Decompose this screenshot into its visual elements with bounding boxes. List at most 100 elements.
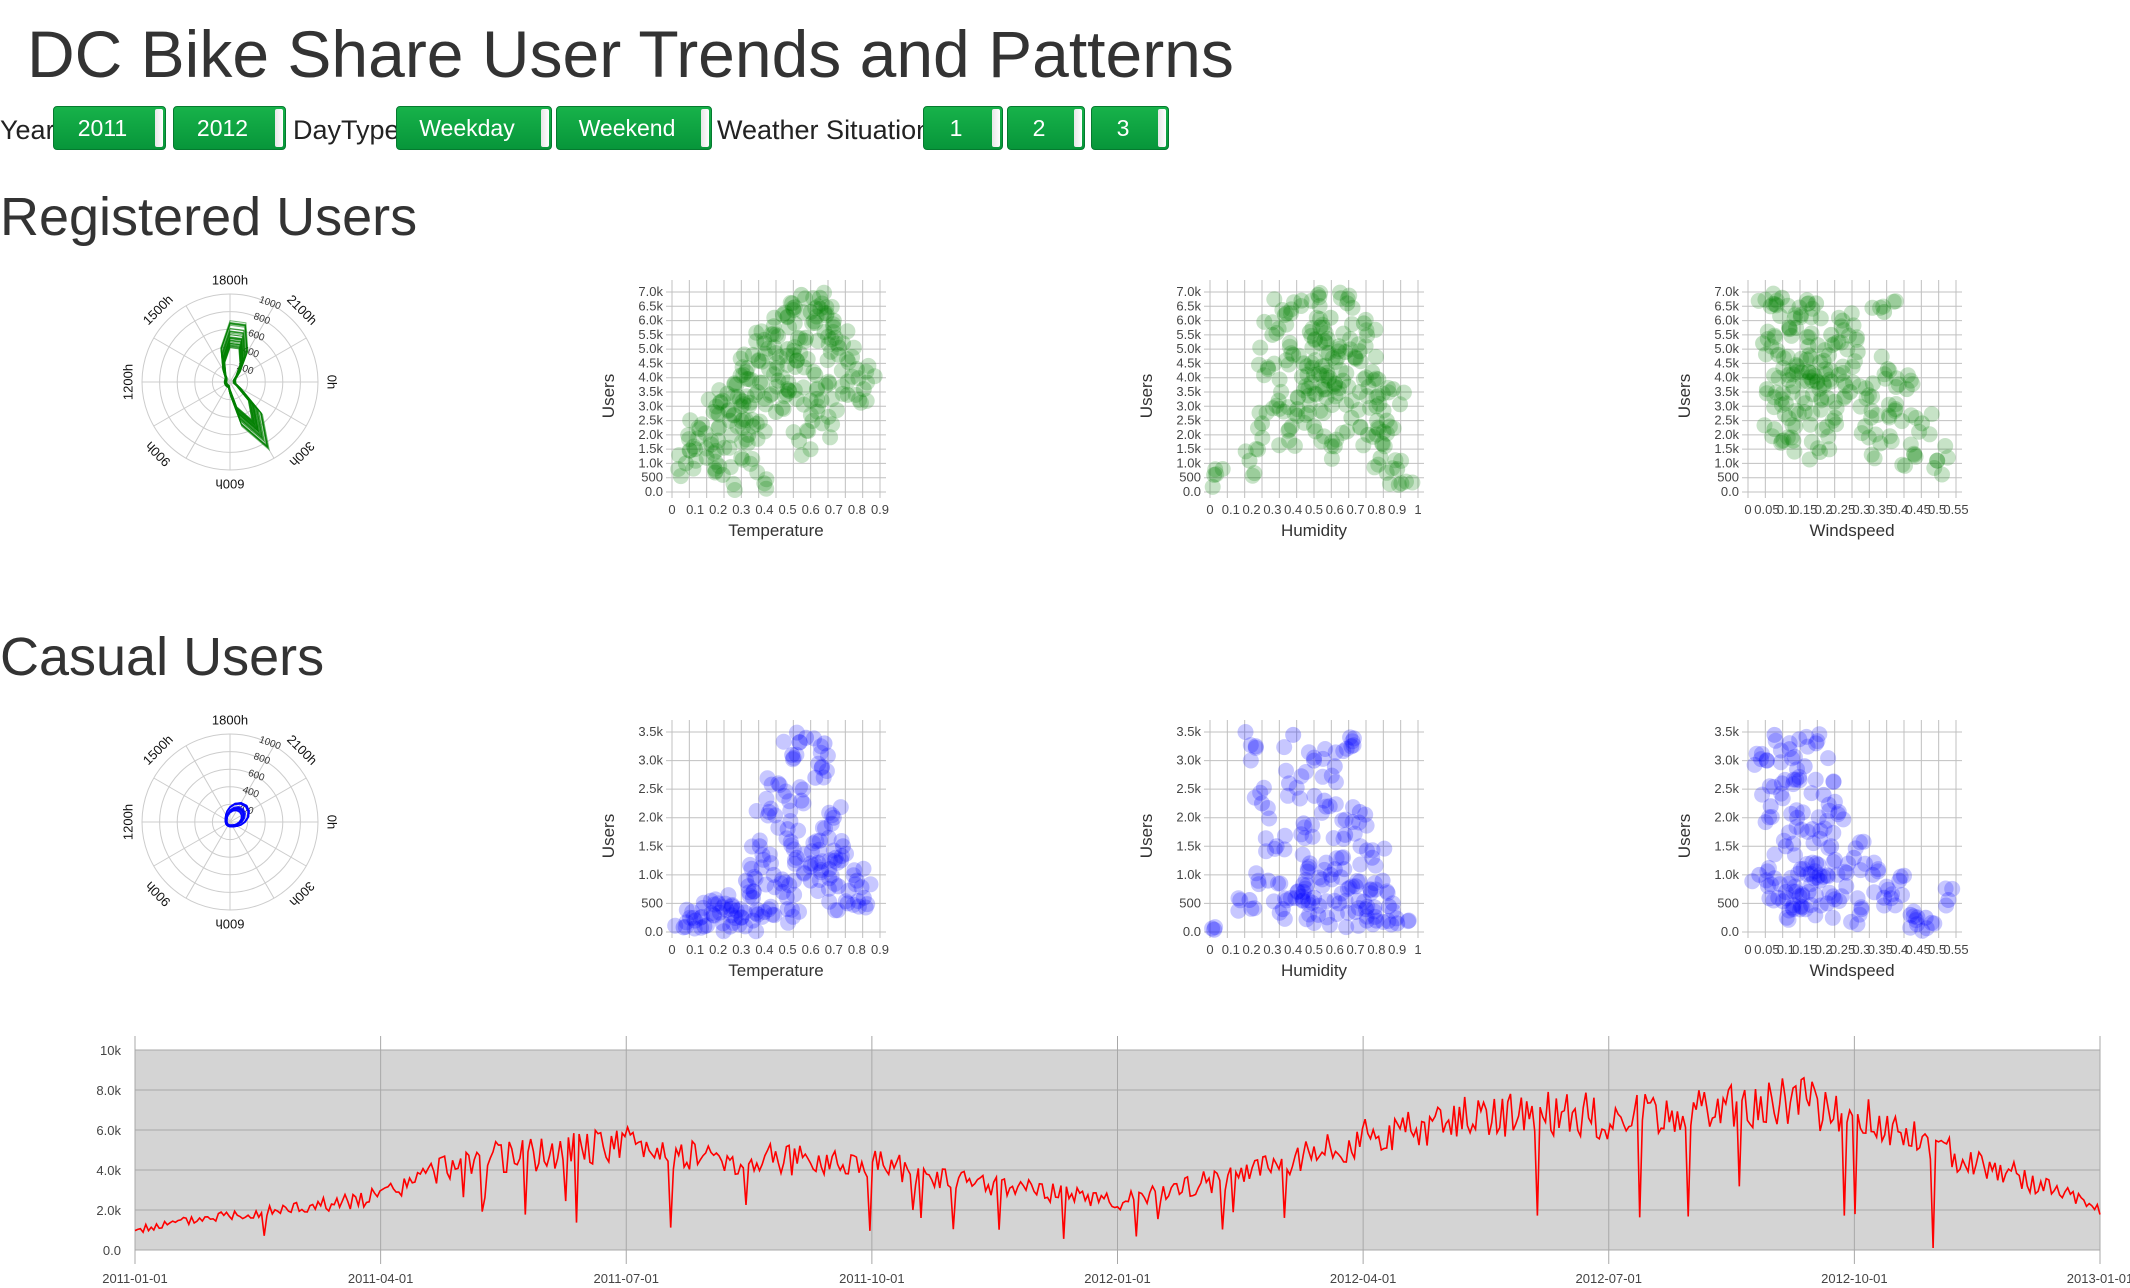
data-point (1294, 892, 1311, 909)
data-point (1388, 910, 1405, 927)
data-point (1326, 438, 1343, 455)
data-point (858, 392, 875, 409)
y-tick-label: 1.0k (1714, 867, 1739, 882)
data-point (1825, 824, 1842, 841)
data-point (1878, 878, 1895, 895)
data-point (1763, 876, 1779, 893)
x-tick-label: 0.5 (1305, 942, 1323, 957)
scatter-points (1744, 726, 1961, 939)
weather-3-button[interactable]: 3 (1091, 106, 1169, 150)
radial-spoke (153, 777, 231, 823)
data-point (1839, 341, 1856, 358)
x-tick-label: 0.8 (848, 942, 866, 957)
data-point (737, 918, 754, 935)
data-point (1944, 880, 1961, 897)
data-point (1317, 325, 1334, 342)
data-point (1323, 871, 1340, 888)
data-point (762, 387, 779, 404)
data-point (1778, 890, 1795, 907)
data-point (1404, 474, 1421, 491)
data-point (1773, 785, 1790, 802)
data-point (1815, 352, 1832, 369)
data-point (1804, 364, 1821, 381)
data-point (1873, 348, 1890, 365)
data-point (748, 905, 765, 922)
data-point (795, 304, 811, 321)
data-point (1853, 899, 1870, 916)
weekday-button[interactable]: Weekday (396, 106, 552, 150)
data-point (1293, 826, 1310, 843)
data-point (1815, 375, 1832, 392)
radial-grid (141, 733, 319, 911)
data-point (678, 901, 695, 918)
data-point (1780, 410, 1797, 427)
data-point (809, 390, 825, 407)
data-point (1311, 311, 1328, 327)
data-point (1783, 429, 1800, 446)
data-point (1349, 873, 1366, 889)
data-point (739, 435, 756, 452)
data-point (855, 381, 872, 398)
data-point (1347, 904, 1364, 920)
data-point (1368, 398, 1385, 415)
y-tick-label: 3.0k (1714, 398, 1739, 413)
data-point (1894, 887, 1910, 903)
data-point (1773, 433, 1790, 449)
data-point (783, 837, 800, 854)
data-point (1774, 775, 1790, 792)
data-point (732, 391, 748, 408)
data-point (1326, 378, 1343, 395)
data-point (1247, 738, 1264, 755)
data-point (1780, 824, 1797, 841)
weekend-button[interactable]: Weekend (556, 106, 712, 150)
x-tick-label: 0.3 (1263, 942, 1281, 957)
data-point (1799, 823, 1816, 840)
data-point (687, 441, 704, 458)
data-point (786, 855, 803, 872)
weather-1-button[interactable]: 1 (923, 106, 1003, 150)
data-point (721, 439, 738, 456)
data-point (812, 300, 829, 317)
data-point (709, 404, 726, 421)
data-point (1338, 740, 1355, 757)
data-point (681, 442, 698, 459)
year-2011-button[interactable]: 2011 (53, 106, 166, 150)
data-point (827, 902, 844, 919)
y-tick-label: 1.5k (638, 441, 663, 456)
y-tick-label: 2.5k (1176, 781, 1201, 796)
data-point (1355, 315, 1372, 332)
data-point (1254, 429, 1271, 446)
data-point (1802, 416, 1819, 433)
data-point (1845, 849, 1862, 866)
data-point (833, 852, 850, 869)
data-point (820, 408, 837, 425)
weather-2-button[interactable]: 2 (1007, 106, 1085, 150)
data-point (805, 835, 822, 852)
radial-user-traces (224, 801, 251, 828)
data-point (779, 381, 796, 398)
data-point (1758, 385, 1775, 402)
data-point (833, 833, 850, 849)
data-point (744, 838, 760, 855)
data-point (793, 286, 810, 303)
data-point (1810, 856, 1827, 873)
y-axis-label: Users (1137, 374, 1156, 418)
data-point (1837, 377, 1854, 394)
data-point (1308, 309, 1325, 326)
data-point (1888, 396, 1904, 412)
y-tick-label: 5.5k (1714, 327, 1739, 342)
data-point (1870, 863, 1887, 880)
data-point (1767, 732, 1784, 749)
y-tick-label: 0.0 (1183, 484, 1201, 499)
data-point (1897, 457, 1913, 474)
data-point (816, 324, 833, 340)
data-point (1299, 860, 1316, 877)
data-point (1863, 446, 1880, 463)
data-point (1364, 364, 1381, 380)
data-point (1804, 405, 1821, 422)
year-2012-button[interactable]: 2012 (173, 106, 286, 150)
data-point (1819, 389, 1836, 406)
y-axis-label: Users (599, 374, 618, 418)
data-point (738, 388, 755, 405)
